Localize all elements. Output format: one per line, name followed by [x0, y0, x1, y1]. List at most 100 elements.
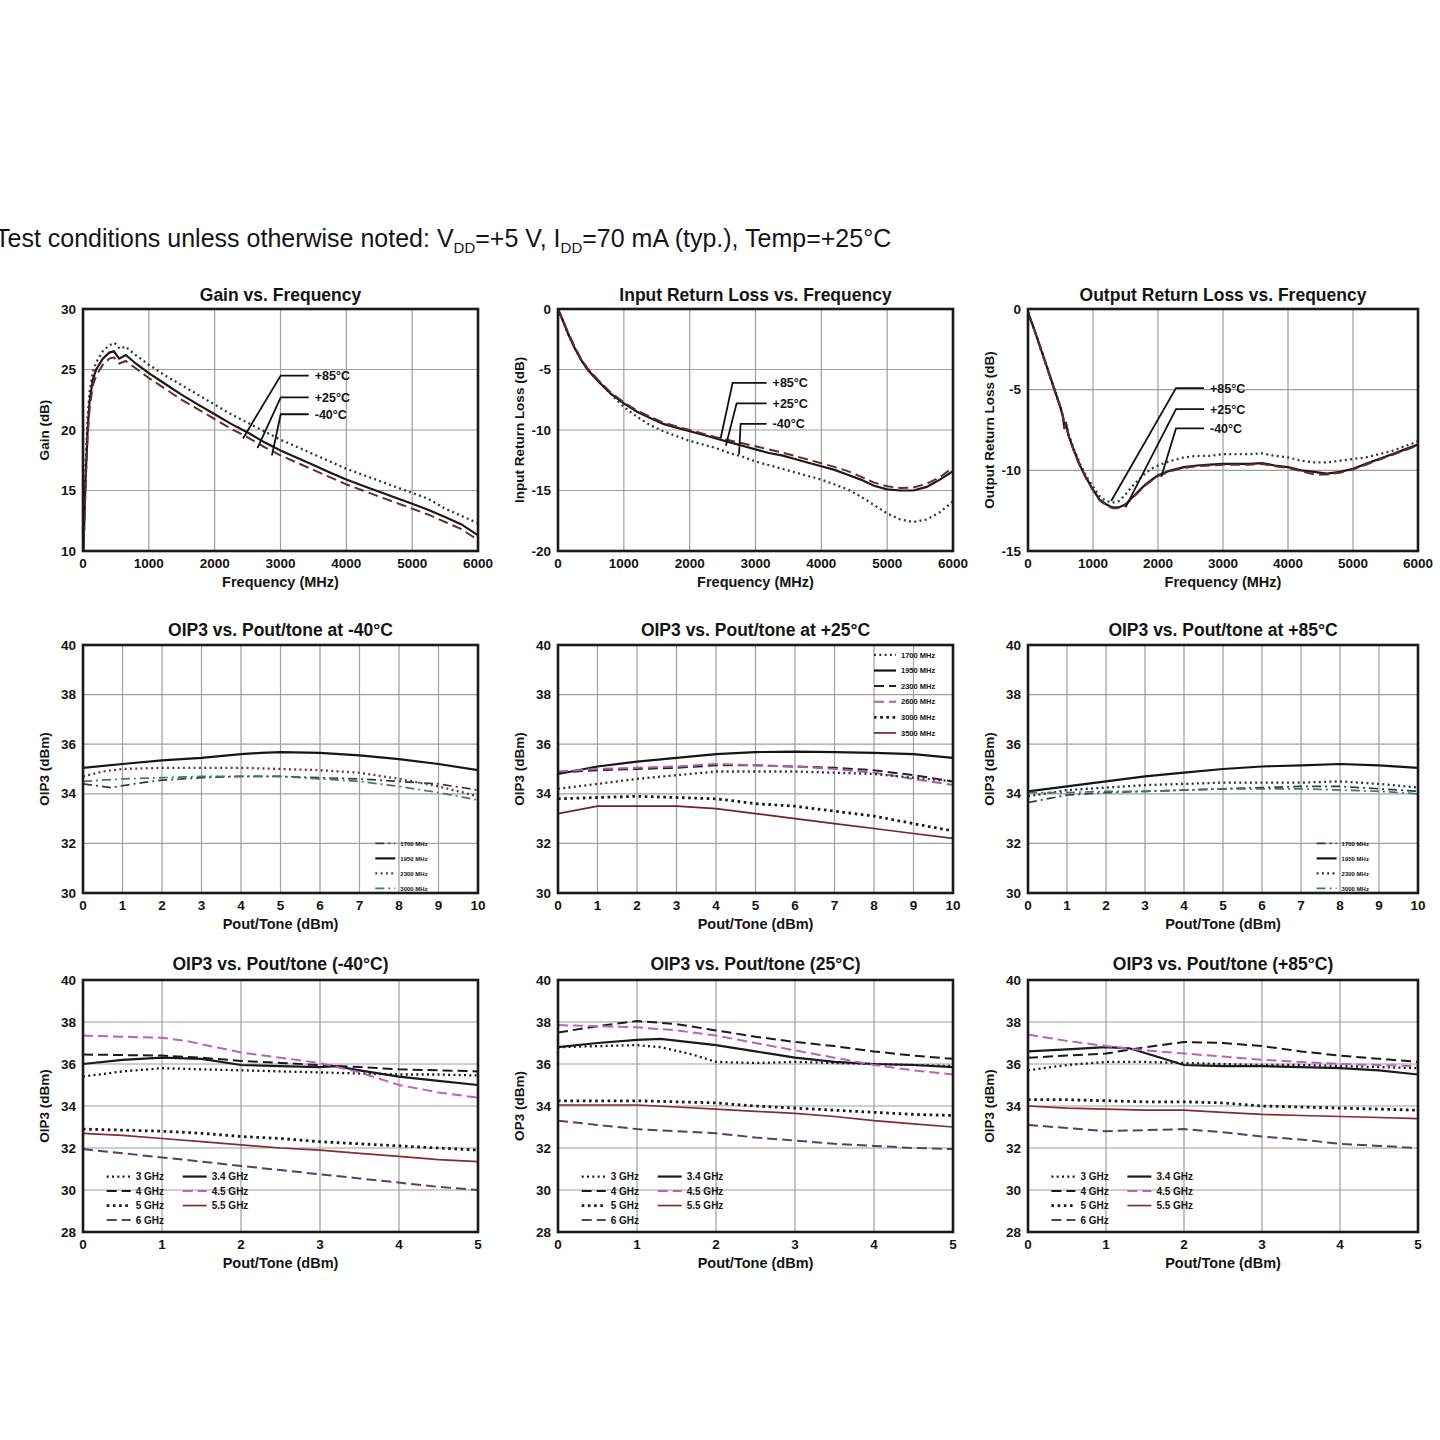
series-line	[1028, 1125, 1418, 1148]
y-tick-label: -15	[1001, 544, 1021, 559]
y-tick-label: 36	[536, 1057, 552, 1072]
y-axis-label: OIP3 (dBm)	[37, 1069, 52, 1143]
x-tick-label: 2	[712, 1237, 720, 1252]
y-tick-label: 32	[61, 836, 76, 851]
x-tick-label: 4000	[1273, 556, 1303, 571]
legend-label: -40°C	[1210, 422, 1242, 436]
x-tick-label: 2000	[200, 556, 230, 571]
series-line	[558, 1101, 953, 1116]
series-line	[83, 1149, 478, 1190]
x-tick-label: 0	[79, 1237, 87, 1252]
chart-canvas: OIP3 vs. Pout/tone (+85°C)01234528303234…	[975, 952, 1440, 1272]
legend-label: +25°C	[1210, 403, 1245, 417]
chart-title: OIP3 vs. Pout/tone (25°C)	[650, 954, 860, 974]
x-tick-label: 4000	[331, 556, 361, 571]
legend-label: -40°C	[773, 417, 805, 431]
x-tick-label: 1	[1102, 1237, 1110, 1252]
y-tick-label: -20	[531, 544, 551, 559]
y-tick-label: 38	[536, 687, 552, 702]
x-tick-label: 9	[1375, 898, 1383, 913]
y-tick-label: 36	[1006, 737, 1022, 752]
oip3-vs-pout-tone-minus40c-ghz: OIP3 vs. Pout/tone (-40°C)01234528303234…	[30, 952, 500, 1272]
x-tick-label: 2	[1102, 898, 1110, 913]
x-tick-label: 5	[474, 1237, 482, 1252]
y-tick-label: 36	[61, 1057, 77, 1072]
legend-label: 1950 MHz	[400, 856, 427, 862]
chart-canvas: Gain vs. Frequency0100020003000400050006…	[30, 283, 500, 603]
x-tick-label: 1000	[609, 556, 639, 571]
x-tick-label: 7	[831, 898, 839, 913]
legend-label: 3 GHz	[1080, 1171, 1108, 1182]
header-subscript: DD	[454, 239, 476, 256]
header-text: =70 mA (typ.), Temp=+25°C	[582, 224, 891, 252]
y-tick-label: 30	[536, 1183, 551, 1198]
chart-title: Input Return Loss vs. Frequency	[619, 285, 892, 305]
y-tick-label: 40	[1006, 638, 1021, 653]
y-tick-label: -5	[539, 362, 551, 377]
legend-label: 4.5 GHz	[687, 1186, 724, 1197]
legend-label: 1700 MHz	[901, 651, 935, 660]
y-tick-label: 38	[536, 1015, 552, 1030]
chart-title: OIP3 vs. Pout/tone (+85°C)	[1113, 954, 1333, 974]
chart-canvas: OIP3 vs. Pout/tone (-40°C)01234528303234…	[30, 952, 500, 1272]
y-tick-label: 30	[1006, 886, 1021, 901]
y-axis-label: OIP3 (dBm)	[982, 732, 997, 806]
x-tick-label: 0	[554, 898, 562, 913]
x-tick-label: 6000	[938, 556, 968, 571]
chart-title: OIP3 vs. Pout/tone (-40°C)	[172, 954, 388, 974]
y-tick-label: 28	[1006, 1225, 1022, 1240]
legend-label: 1700 MHz	[1342, 841, 1369, 847]
legend-label: 1950 MHz	[1342, 856, 1369, 862]
legend-callout-line	[1161, 428, 1204, 476]
chart-canvas: OIP3 vs. Pout/tone at +85°C0123456789103…	[975, 618, 1440, 936]
chart-title: OIP3 vs. Pout/tone at -40°C	[168, 620, 393, 640]
legend-label: 5.5 GHz	[1156, 1200, 1193, 1211]
y-tick-label: 0	[1013, 302, 1021, 317]
x-tick-label: 3	[791, 1237, 799, 1252]
x-tick-label: 4	[1336, 1237, 1344, 1252]
x-tick-label: 8	[1336, 898, 1344, 913]
y-tick-label: 32	[536, 1141, 551, 1156]
oip3-vs-pout-tone-at-plus85c: OIP3 vs. Pout/tone at +85°C0123456789103…	[975, 618, 1440, 936]
x-tick-label: 0	[1024, 1237, 1032, 1252]
x-tick-label: 5000	[872, 556, 902, 571]
series-line	[1028, 1106, 1418, 1119]
y-axis-label: OP3 (dBm)	[512, 1071, 527, 1141]
x-tick-label: 5000	[1338, 556, 1368, 571]
y-tick-label: 38	[1006, 1015, 1022, 1030]
input-return-loss-vs-frequency: Input Return Loss vs. Frequency010002000…	[505, 283, 975, 603]
x-axis-label: Frequency (MHz)	[697, 574, 814, 590]
y-tick-label: 40	[61, 973, 76, 988]
x-tick-label: 8	[395, 898, 403, 913]
legend-label: 4 GHz	[136, 1186, 164, 1197]
legend-label: 3.4 GHz	[212, 1171, 249, 1182]
oip3-vs-pout-tone-at-minus40c: OIP3 vs. Pout/tone at -40°C0123456789103…	[30, 618, 500, 936]
x-tick-label: 3	[673, 898, 681, 913]
y-tick-label: 36	[61, 737, 77, 752]
y-tick-label: 34	[536, 1099, 552, 1114]
x-tick-label: 1	[1063, 898, 1071, 913]
legend-label: +85°C	[1210, 382, 1245, 396]
y-tick-label: 34	[61, 1099, 77, 1114]
y-tick-label: 36	[1006, 1057, 1022, 1072]
x-tick-label: 10	[470, 898, 485, 913]
header-text: Test conditions unless otherwise noted: …	[0, 224, 454, 252]
y-axis-label: OIP3 (dBm)	[982, 1069, 997, 1143]
chart-title: Gain vs. Frequency	[200, 285, 362, 305]
legend-label: 2600 MHz	[901, 697, 935, 706]
legend-label: 6 GHz	[611, 1215, 639, 1226]
legend-label: 2300 MHz	[400, 871, 427, 877]
legend-label: 3500 MHz	[901, 729, 935, 738]
y-tick-label: 32	[61, 1141, 76, 1156]
oip3-vs-pout-tone-25c-ghz: OIP3 vs. Pout/tone (25°C)012345283032343…	[505, 952, 975, 1272]
legend-label: 5.5 GHz	[212, 1200, 249, 1211]
x-tick-label: 5	[1414, 1237, 1422, 1252]
x-tick-label: 2	[1180, 1237, 1188, 1252]
y-tick-label: 32	[1006, 1141, 1021, 1156]
header-text: =+5 V, I	[475, 224, 560, 252]
y-tick-label: 34	[1006, 786, 1022, 801]
y-tick-label: 34	[61, 786, 77, 801]
y-axis-label: Gain (dB)	[37, 400, 52, 461]
x-tick-label: 1	[119, 898, 127, 913]
x-tick-label: 10	[945, 898, 960, 913]
